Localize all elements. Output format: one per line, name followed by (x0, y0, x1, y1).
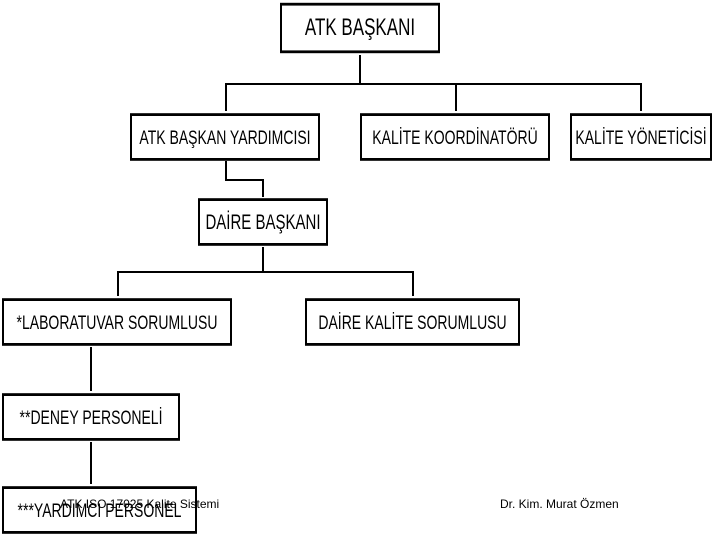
node-label: ATK BAŞKANI (305, 14, 415, 42)
connector (225, 83, 641, 85)
connector (117, 271, 413, 273)
node-atk-baskan-yardimcisi: ATK BAŞKAN YARDIMCISI (130, 113, 320, 161)
node-kalite-koordinatoru: KALİTE KOORDİNATÖRÜ (360, 113, 550, 161)
node-label: KALİTE KOORDİNATÖRÜ (372, 126, 537, 148)
node-label: *LABORATUVAR SORUMLUSU (17, 311, 218, 333)
footer-right: Dr. Kim. Murat Özmen (500, 497, 619, 511)
connector (640, 83, 642, 111)
node-root: ATK BAŞKANI (280, 3, 440, 53)
connector (117, 271, 119, 296)
node-label: ATK BAŞKAN YARDIMCISI (139, 126, 310, 148)
connector (90, 347, 92, 391)
connector (225, 83, 227, 111)
footer-left-text: ATK ISO 17025 Kalite Sistemi (60, 497, 219, 511)
footer-right-text: Dr. Kim. Murat Özmen (500, 497, 619, 511)
node-label: DAİRE KALİTE SORUMLUSU (318, 311, 506, 333)
node-daire-baskani: DAİRE BAŞKANI (198, 198, 328, 246)
node-daire-kalite-sorumlusu: DAİRE KALİTE SORUMLUSU (305, 298, 520, 346)
footer-left: ATK ISO 17025 Kalite Sistemi (60, 497, 219, 511)
node-label: KALİTE YÖNETİCİSİ (575, 126, 706, 148)
node-deney-personeli: **DENEY PERSONELİ (2, 393, 180, 441)
connector (455, 83, 457, 111)
node-label: DAİRE BAŞKANI (205, 210, 320, 234)
connector (359, 55, 361, 83)
connector (225, 161, 227, 179)
node-kalite-yoneticisi: KALİTE YÖNETİCİSİ (570, 113, 712, 161)
connector (90, 442, 92, 484)
connector (225, 179, 263, 181)
connector (262, 179, 264, 197)
node-laboratuvar-sorumlusu: *LABORATUVAR SORUMLUSU (2, 298, 232, 346)
connector (412, 271, 414, 296)
node-label: **DENEY PERSONELİ (20, 406, 163, 428)
connector (262, 247, 264, 271)
